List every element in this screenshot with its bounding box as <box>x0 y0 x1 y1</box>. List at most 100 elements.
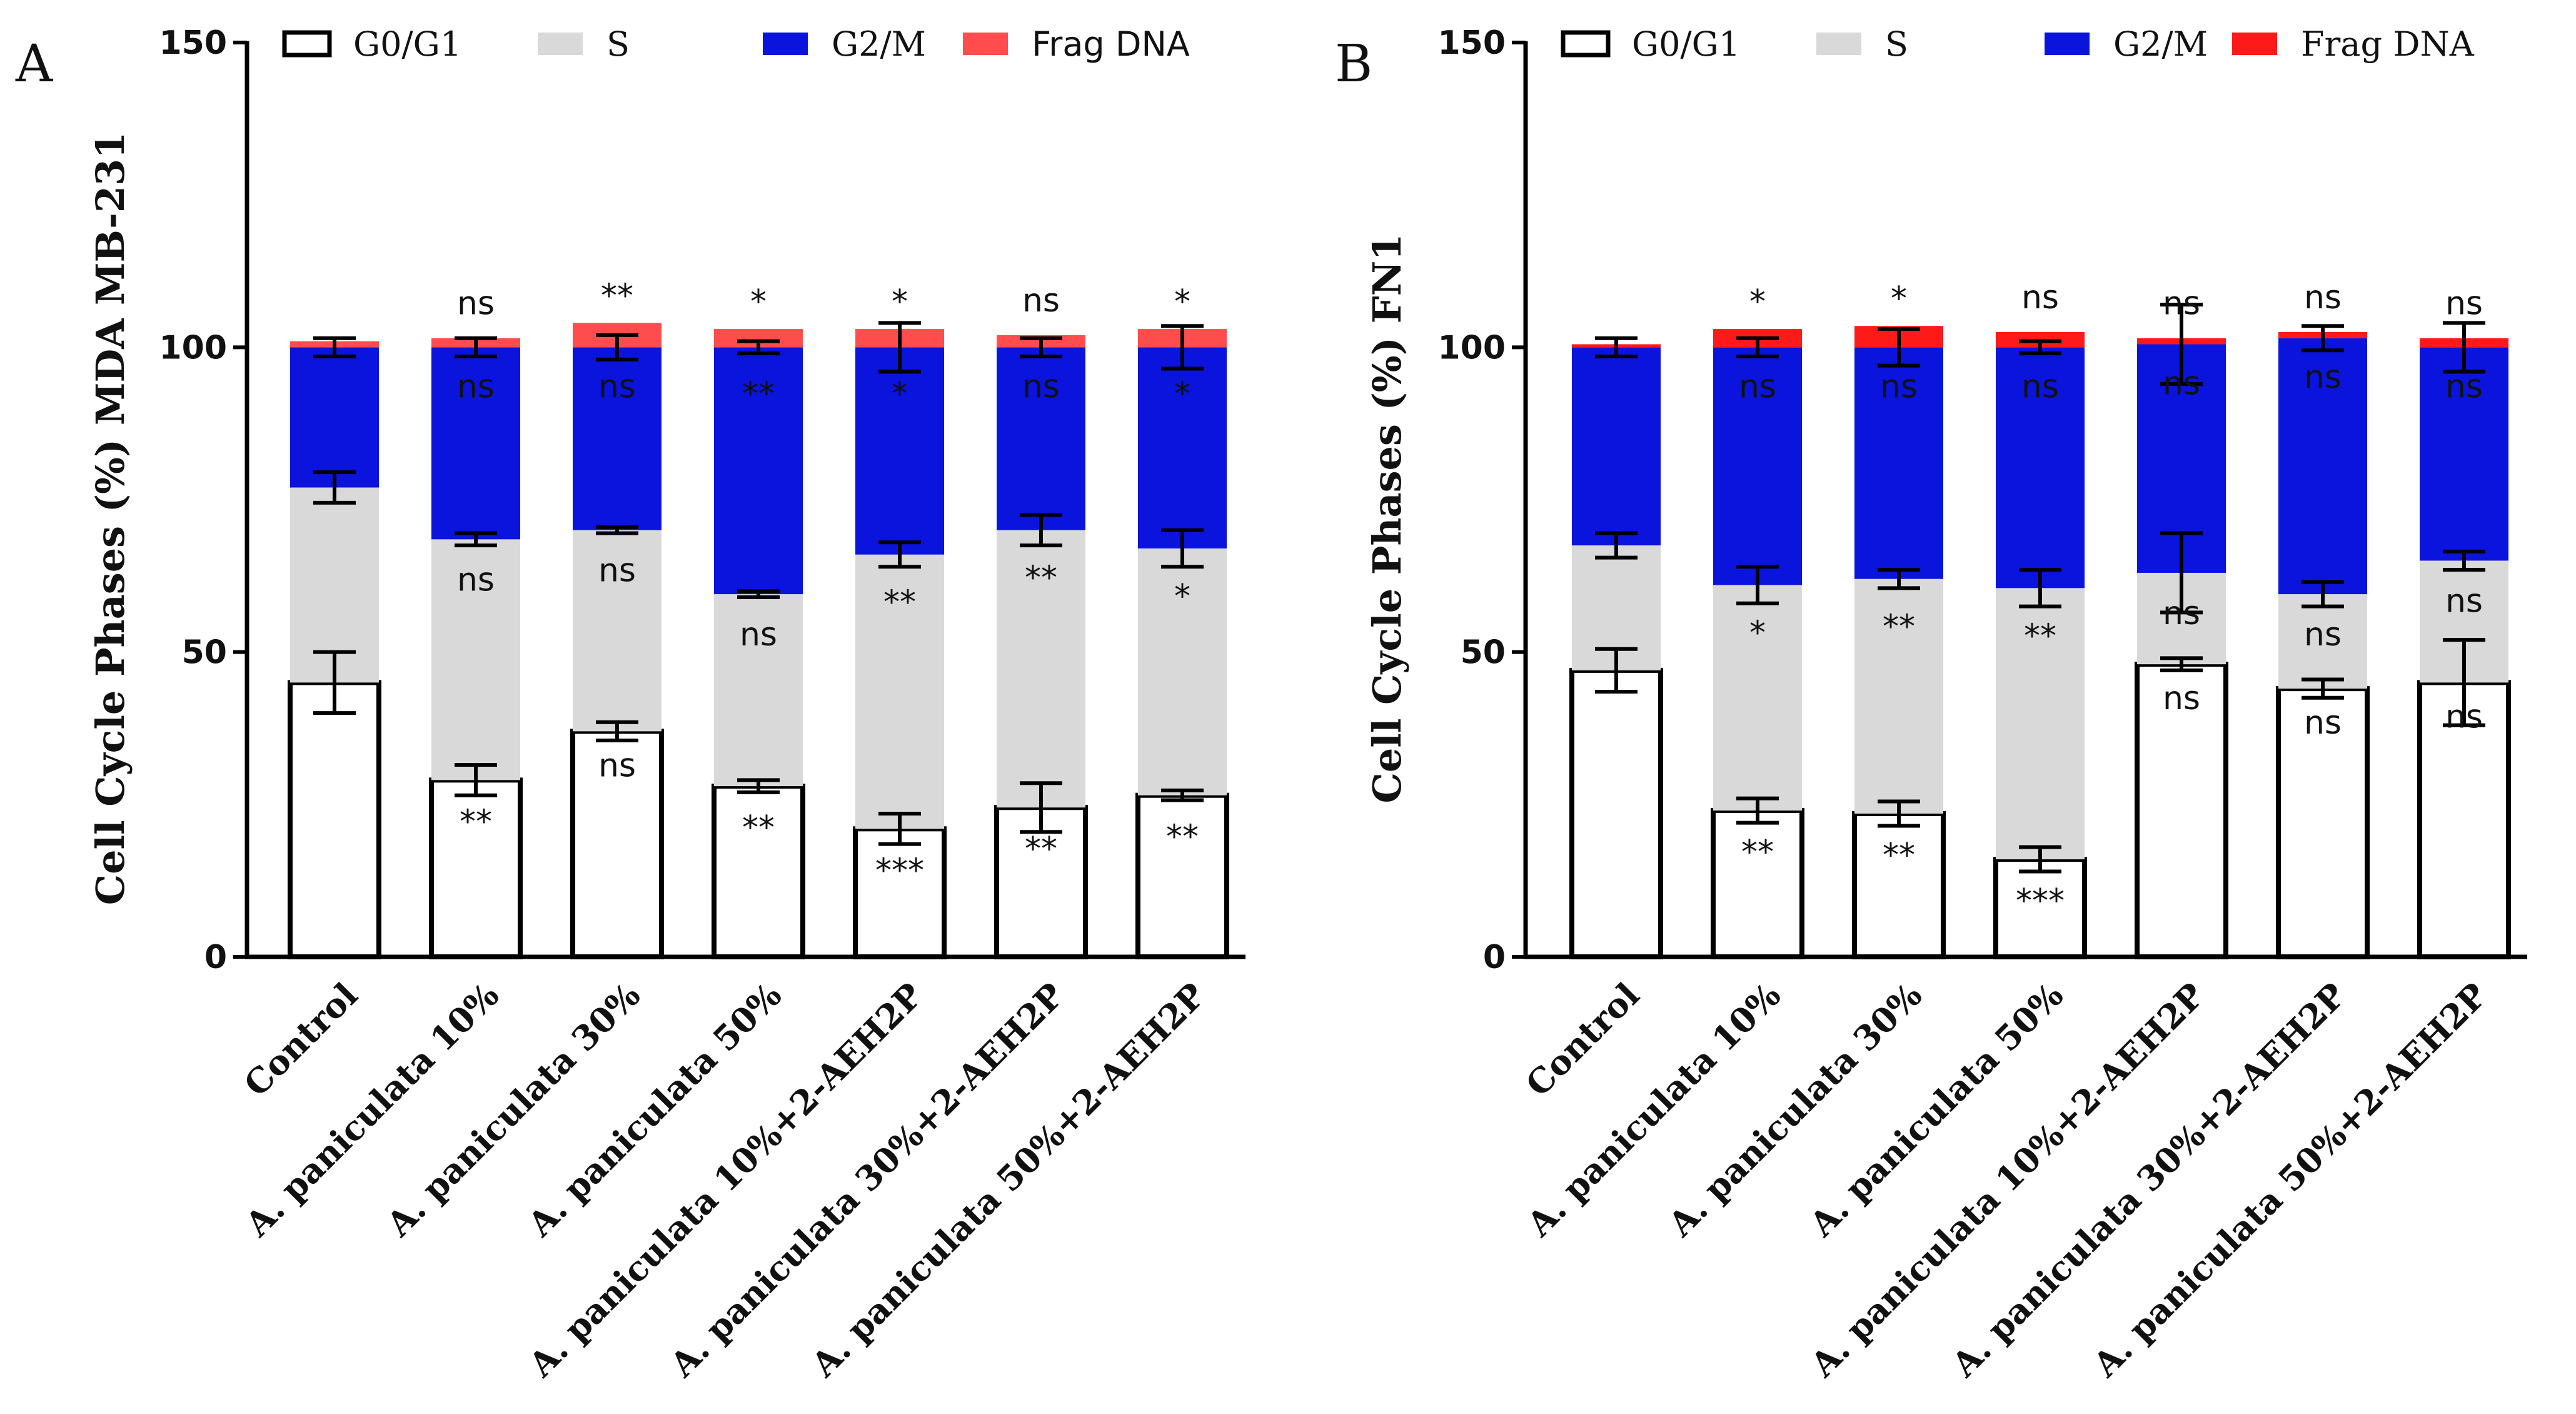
bar-s-a-paniculata-50 <box>714 594 803 787</box>
bar-g2-m-a-paniculata-10-2-aeh2p <box>855 347 944 555</box>
bar-g2-m-a-paniculata-30-2-aeh2p <box>2278 338 2367 595</box>
significance-label: ns <box>2445 368 2483 405</box>
legend-swatch-g2-m <box>2045 33 2090 55</box>
significance-label: ns <box>2021 368 2059 405</box>
panel-letter: A <box>15 34 54 94</box>
significance-label: ns <box>457 561 495 598</box>
legend-label-frag-dna: Frag DNA <box>1032 24 1190 64</box>
significance-label: * <box>1174 375 1190 413</box>
bar-g0-g1-a-paniculata-30 <box>1852 811 1946 960</box>
legend-swatch-g2-m <box>763 33 808 55</box>
significance-label: ** <box>460 803 492 841</box>
y-tick-label: 150 <box>159 24 227 62</box>
y-axis-label: Cell Cycle Phases (%) FN1 <box>1364 234 1410 804</box>
bar-g0-g1-control <box>288 680 381 960</box>
significance-label: ns <box>2163 595 2200 632</box>
significance-label: ns <box>457 368 495 405</box>
y-axis-label: Cell Cycle Phases (%) MDA MB-231 <box>88 132 133 906</box>
significance-label: ns <box>740 616 777 654</box>
panel-b: B Cell Cycle Phases (%) FN1 0 50 100 150 Contr… <box>1335 24 2527 1385</box>
significance-label: ns <box>598 552 636 590</box>
significance-label: ns <box>1022 282 1060 320</box>
significance-label: ns <box>2163 285 2200 323</box>
x-tick-label: Control <box>236 975 366 1104</box>
y-tick-label: 50 <box>1461 634 1506 672</box>
significance-label: ns <box>2163 680 2200 717</box>
legend-label-frag-dna: Frag DNA <box>2301 24 2475 64</box>
significance-label: * <box>1891 280 1907 318</box>
bar-g0-g1-a-paniculata-50 <box>1993 857 2087 960</box>
y-tick-label: 150 <box>1437 24 1506 62</box>
bar-g0-g1-a-paniculata-10 <box>1711 808 1804 959</box>
bar-g2-m-a-paniculata-30 <box>1854 347 1943 579</box>
bar-g2-m-a-paniculata-10 <box>431 347 520 540</box>
bar-g2-m-a-paniculata-50-2-aeh2p <box>2420 347 2508 561</box>
bar-s-a-paniculata-50 <box>1996 588 2085 860</box>
significance-label: ** <box>1025 831 1057 868</box>
bar-s-a-paniculata-10-2-aeh2p <box>855 554 944 829</box>
x-tick-label: Control <box>1518 975 1648 1104</box>
significance-label: ns <box>2445 285 2483 323</box>
bar-g0-g1-a-paniculata-10 <box>429 777 523 959</box>
legend-label-s: S <box>1885 24 1908 64</box>
legend-label-g0-g1: G0/G1 <box>353 24 461 64</box>
bar-s-a-paniculata-30 <box>1854 578 1943 814</box>
significance-label: ns <box>2163 365 2200 402</box>
bar-g2-m-control <box>290 347 379 488</box>
significance-label: * <box>892 283 908 321</box>
bar-g0-g1-a-paniculata-50-2-aeh2p <box>2417 680 2511 960</box>
bar-g0-g1-control <box>1569 667 1663 959</box>
legend-swatch-frag-dna <box>2232 33 2277 55</box>
significance-label: ns <box>2445 698 2483 735</box>
x-tick-label: A. paniculata 10% <box>1519 975 1788 1245</box>
significance-label: ns <box>2304 616 2342 654</box>
significance-label: ns <box>1022 368 1060 405</box>
bar-g0-g1-a-paniculata-30 <box>570 729 664 959</box>
bar-g0-g1-a-paniculata-30-2-aeh2p <box>2276 686 2370 959</box>
legend-label-g0-g1: G0/G1 <box>1632 24 1740 64</box>
panel-letter: B <box>1335 34 1372 94</box>
x-tick-label: A. paniculata 30% <box>378 975 648 1245</box>
significance-label: * <box>1174 578 1190 615</box>
bar-s-a-paniculata-50-2-aeh2p <box>1138 548 1227 795</box>
x-tick-label: A. paniculata 10% <box>237 975 506 1245</box>
significance-label: *** <box>875 852 924 889</box>
panel-a: A Cell Cycle Phases (%) MDA MB-231 0 50 100 1… <box>15 24 1245 1385</box>
bar-s-a-paniculata-10 <box>1713 585 1802 811</box>
significance-label: ns <box>2304 704 2342 742</box>
significance-label: ** <box>2024 617 2056 655</box>
y-tick-label: 50 <box>182 634 227 672</box>
significance-label: ns <box>598 747 636 784</box>
legend-swatch-s <box>1816 33 1861 55</box>
legend-label-s: S <box>606 24 630 64</box>
significance-label: * <box>1174 283 1190 321</box>
bar-g2-m-a-paniculata-10 <box>1713 347 1802 585</box>
y-tick-label: 100 <box>1437 329 1506 366</box>
x-tick-label: A. paniculata 50% <box>520 975 789 1245</box>
bar-g2-m-a-paniculata-30-2-aeh2p <box>997 347 1085 530</box>
bar-s-a-paniculata-10 <box>431 539 520 780</box>
y-tick-label: 0 <box>204 939 227 976</box>
legend-swatch-s <box>538 33 583 55</box>
significance-label: ** <box>742 375 775 413</box>
significance-label: * <box>1749 283 1766 321</box>
significance-label: ** <box>742 809 775 847</box>
legend-label-g2-m: G2/M <box>2113 24 2208 64</box>
significance-label: * <box>892 375 908 413</box>
significance-label: ** <box>601 277 633 315</box>
significance-label: ns <box>2021 279 2059 316</box>
y-tick-label: 100 <box>159 329 227 366</box>
significance-label: * <box>750 283 767 321</box>
bar-g2-m-a-paniculata-50-2-aeh2p <box>1138 347 1227 548</box>
legend-label-g2-m: G2/M <box>832 24 926 64</box>
x-tick-label: A. paniculata 50% <box>1801 975 2071 1245</box>
bar-s-control <box>290 487 379 683</box>
significance-label: ** <box>1883 837 1915 874</box>
significance-label: ns <box>598 368 636 405</box>
significance-label: ns <box>2304 279 2342 316</box>
legend-swatch-g0-g1 <box>282 30 332 58</box>
bar-g2-m-a-paniculata-50 <box>1996 347 2085 588</box>
legend-swatch-frag-dna <box>963 33 1008 55</box>
significance-label: * <box>1749 614 1766 652</box>
